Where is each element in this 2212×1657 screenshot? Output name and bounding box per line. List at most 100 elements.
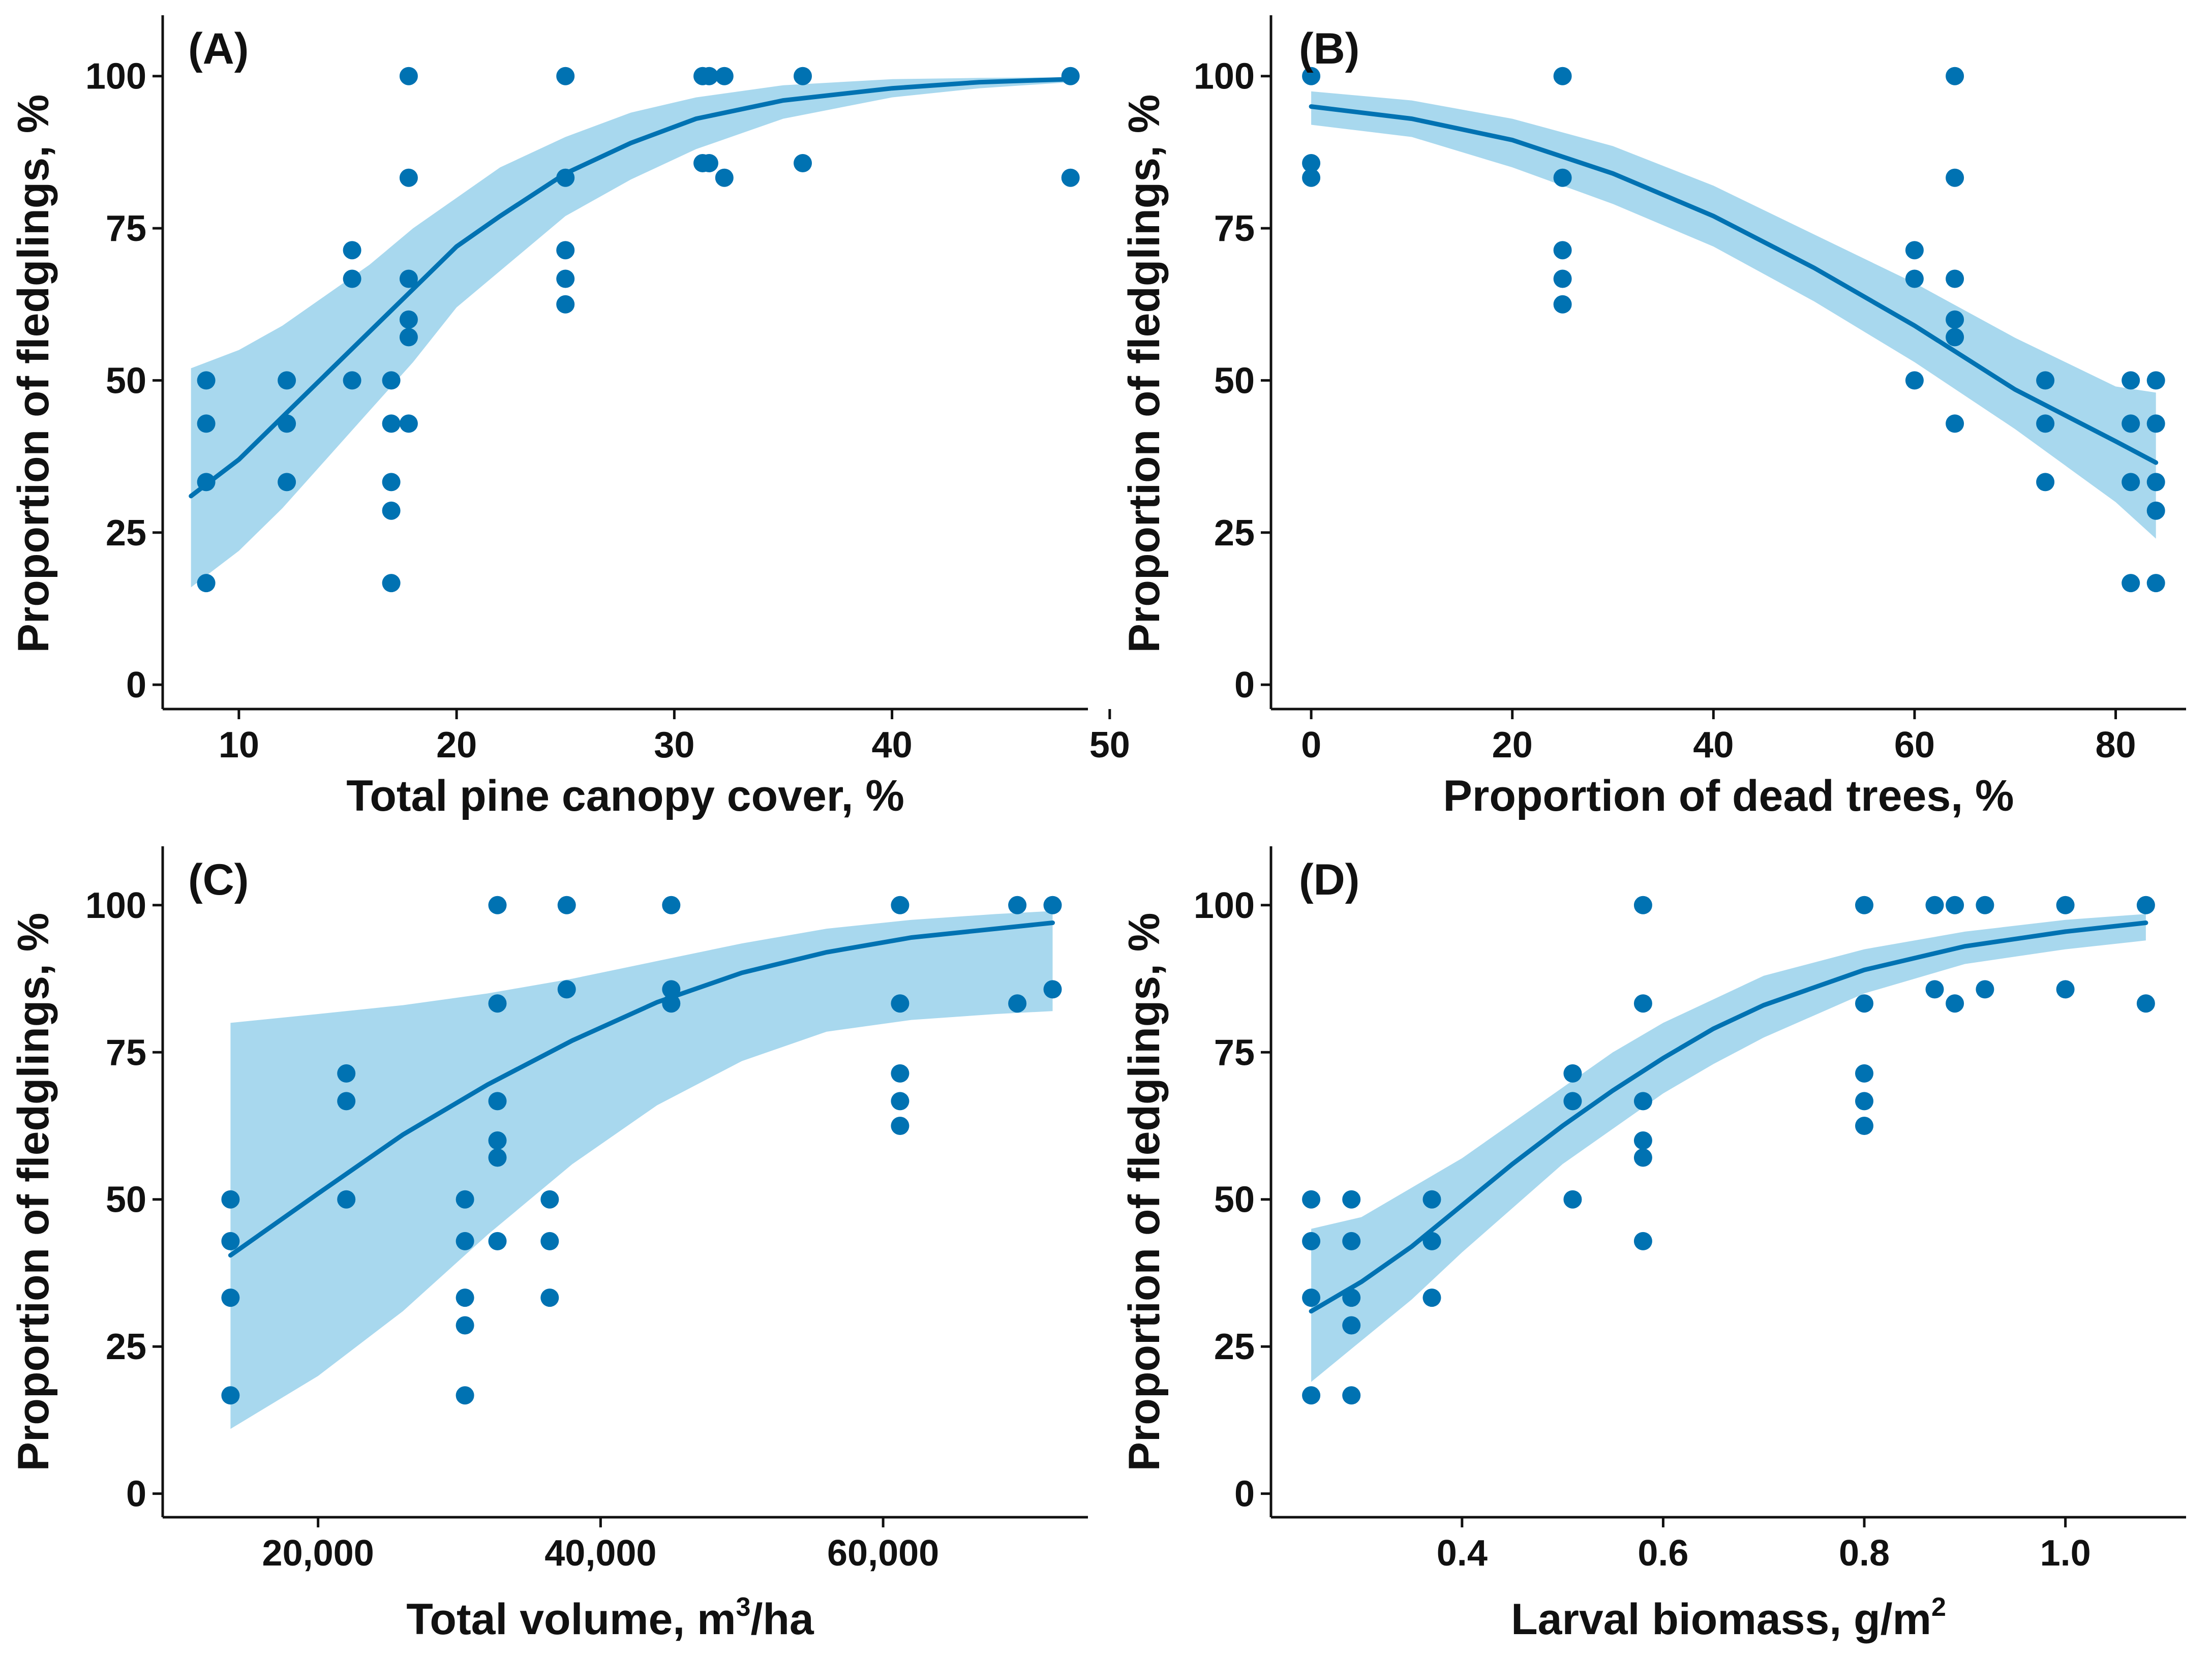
data-point [1946,994,1964,1013]
x-tick-label: 0.4 [1437,1533,1488,1574]
data-point [1302,1288,1321,1307]
panel-d: 0 25 50 75 100 0.4 0.6 0.8 1.0 (D) Proportion of… [1120,846,2186,1644]
data-point [1342,1288,1361,1307]
data-point [1553,295,1572,314]
y-tick-label: 25 [106,1327,146,1367]
y-tick-label: 50 [1214,1180,1255,1220]
data-point [715,168,734,187]
data-point [337,1064,356,1083]
data-point [2056,896,2075,914]
data-point [1008,994,1027,1013]
data-point [2122,473,2140,492]
data-point [456,1316,474,1335]
data-point [1342,1190,1361,1209]
y-tick-label: 25 [1214,513,1255,554]
x-tick-label: 0 [1301,725,1321,765]
data-point [1633,1092,1652,1111]
x-tick-label: 40 [872,725,913,765]
data-point [557,980,576,999]
y-tick-label: 100 [1194,885,1255,926]
data-point [1043,980,1062,999]
x-tick-label: 50 [1089,725,1130,765]
confidence-band [191,77,1071,588]
data-point [1302,154,1321,172]
data-point [891,1064,910,1083]
data-point [1633,896,1652,914]
data-point [1553,241,1572,260]
data-point [456,1288,474,1307]
y-tick-label: 100 [85,885,146,926]
data-point [1925,896,1944,914]
data-point [399,310,418,329]
x-tick-label: 10 [219,725,259,765]
data-point [1563,1064,1582,1083]
y-axis-title: Proportion of fledglings, % [9,913,58,1471]
data-point [1946,67,1964,85]
fit-line [1309,104,2159,465]
x-axis-title: Larval biomass, g/m2 [1511,1592,1946,1644]
data-point [2122,574,2140,593]
data-point [1061,67,1080,85]
data-point [794,67,812,85]
x-tick-label: 0.6 [1638,1533,1688,1574]
data-point [1855,994,1873,1013]
x-axis-title: Total volume, m3/ha [406,1592,814,1644]
data-point [1976,896,1994,914]
data-point [556,241,575,260]
data-point [1302,1232,1321,1250]
data-point [221,1386,240,1405]
fit-line [1309,920,2148,1314]
data-point [556,67,575,85]
fit-line [189,77,1073,499]
x-tick-label: 60,000 [827,1533,939,1574]
x-tick-label: 30 [654,725,694,765]
data-point [1946,269,1964,288]
y-tick-label: 75 [106,1032,146,1073]
data-point [1946,310,1964,329]
data-point [488,1232,507,1250]
data-point [382,574,401,593]
data-point [891,1092,910,1111]
y-tick-label: 0 [1234,665,1255,705]
data-point [1302,1190,1321,1209]
data-point [662,896,681,914]
data-point [1342,1386,1361,1405]
y-tick-label: 100 [1194,56,1255,97]
data-point [488,1148,507,1167]
y-axis-title: Proportion of fledglings, % [1120,95,1169,653]
data-point [456,1190,474,1209]
data-point [456,1386,474,1405]
x-tick-label: 20,000 [262,1533,374,1574]
data-point [556,269,575,288]
data-point [1633,1131,1652,1150]
y-tick-label: 0 [126,1474,146,1515]
data-point [382,501,401,520]
y-tick-label: 75 [1214,1032,1255,1073]
x-tick-label: 40,000 [544,1533,656,1574]
data-point [1342,1316,1361,1335]
data-point [197,574,216,593]
data-point [488,1131,507,1150]
data-point [556,295,575,314]
data-point [399,269,418,288]
data-point [343,269,361,288]
x-tick-label: 1.0 [2040,1533,2091,1574]
data-point [343,371,361,390]
data-point [2122,371,2140,390]
data-point [2146,414,2165,433]
data-point [2146,473,2165,492]
panel-label: (C) [188,855,249,904]
y-tick-label: 50 [1214,360,1255,401]
data-point [1855,1092,1873,1111]
data-point [2146,501,2165,520]
data-point [399,168,418,187]
data-point [1633,994,1652,1013]
data-point [1553,67,1572,85]
data-point [1855,896,1873,914]
data-point [1976,980,1994,999]
panel-label: (B) [1299,24,1359,73]
data-point [1302,67,1321,85]
data-point [382,414,401,433]
data-point [488,1092,507,1111]
